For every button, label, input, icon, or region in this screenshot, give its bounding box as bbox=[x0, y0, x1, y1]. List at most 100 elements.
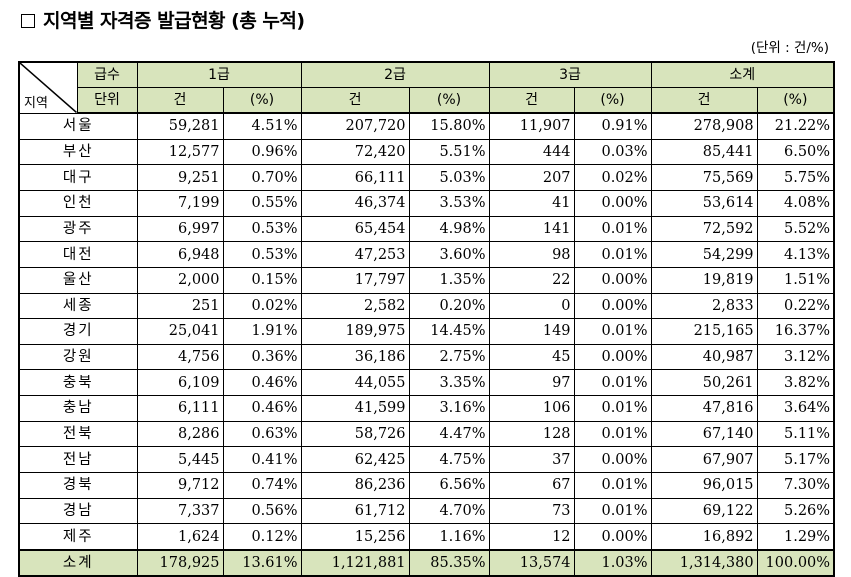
pct-cell: 0.15% bbox=[222, 266, 302, 294]
pct-cell: 3.16% bbox=[408, 395, 490, 422]
table-row: 충북 6,109 0.46% 44,055 3.35% 97 0.01% 50,261 3.82… bbox=[18, 369, 835, 397]
count-cell: 67,907 bbox=[650, 446, 758, 473]
count-cell: 207,720 bbox=[300, 112, 410, 140]
count-cell: 251 bbox=[136, 292, 224, 320]
pct-cell: 5.03% bbox=[408, 164, 490, 191]
region-name: 충남 bbox=[18, 395, 138, 422]
region-name: 세종 bbox=[18, 292, 138, 320]
pct-cell: 0.55% bbox=[222, 189, 302, 217]
count-cell: 6,111 bbox=[136, 395, 224, 422]
count-cell: 2,833 bbox=[650, 292, 758, 320]
region-name: 서울 bbox=[18, 112, 138, 140]
pct-cell: 0.00% bbox=[573, 189, 652, 217]
total-cell: 1.03% bbox=[573, 549, 652, 577]
pct-cell: 5.52% bbox=[756, 215, 835, 243]
count-cell: 189,975 bbox=[300, 318, 410, 345]
count-cell: 96,015 bbox=[650, 471, 758, 499]
pct-cell: 6.56% bbox=[408, 471, 490, 499]
count-cell: 7,199 bbox=[136, 189, 224, 217]
count-cell: 4,756 bbox=[136, 343, 224, 371]
count-cell: 73 bbox=[488, 497, 575, 525]
total-cell: 1,121,881 bbox=[300, 549, 410, 577]
pct-cell: 5.51% bbox=[408, 138, 490, 166]
pct-cell: 0.91% bbox=[573, 112, 652, 140]
pct-cell: 3.35% bbox=[408, 369, 490, 397]
table-row: 충남 6,111 0.46% 41,599 3.16% 106 0.01% 47,816 3.6… bbox=[18, 395, 835, 422]
pct-cell: 0.00% bbox=[573, 292, 652, 320]
count-header: 건 bbox=[300, 87, 410, 114]
count-cell: 72,592 bbox=[650, 215, 758, 243]
count-header: 건 bbox=[488, 87, 575, 114]
count-cell: 1,624 bbox=[136, 523, 224, 551]
table-row: 광주 6,997 0.53% 65,454 4.98% 141 0.01% 72,592 5.5… bbox=[18, 215, 835, 243]
region-name: 인천 bbox=[18, 189, 138, 217]
count-cell: 12 bbox=[488, 523, 575, 551]
count-cell: 6,109 bbox=[136, 369, 224, 397]
pct-header: (%) bbox=[573, 87, 652, 114]
pct-cell: 3.12% bbox=[756, 343, 835, 371]
table-row: 서울 59,281 4.51% 207,720 15.80% 11,907 0.91% 278… bbox=[18, 112, 835, 140]
pct-cell: 15.80% bbox=[408, 112, 490, 140]
count-cell: 2,582 bbox=[300, 292, 410, 320]
region-name: 경남 bbox=[18, 497, 138, 525]
region-name: 울산 bbox=[18, 266, 138, 294]
page-title-text: 지역별 자격증 발급현황 (총 누적) bbox=[43, 10, 305, 32]
count-cell: 67,140 bbox=[650, 420, 758, 448]
count-cell: 22 bbox=[488, 266, 575, 294]
count-cell: 9,712 bbox=[136, 471, 224, 499]
count-cell: 86,236 bbox=[300, 471, 410, 499]
count-cell: 69,122 bbox=[650, 497, 758, 525]
count-cell: 98 bbox=[488, 241, 575, 268]
grade-header-label: 급수 bbox=[76, 61, 138, 88]
pct-header: (%) bbox=[222, 87, 302, 114]
count-cell: 207 bbox=[488, 164, 575, 191]
page-title: 지역별 자격증 발급현황 (총 누적) bbox=[21, 6, 305, 33]
pct-cell: 0.74% bbox=[222, 471, 302, 499]
count-cell: 11,907 bbox=[488, 112, 575, 140]
pct-cell: 0.01% bbox=[573, 420, 652, 448]
pct-cell: 4.08% bbox=[756, 189, 835, 217]
count-cell: 85,441 bbox=[650, 138, 758, 166]
table-row: 대구 9,251 0.70% 66,111 5.03% 207 0.02% 75,569 5.7… bbox=[18, 164, 835, 191]
pct-cell: 5.26% bbox=[756, 497, 835, 525]
region-name: 경북 bbox=[18, 471, 138, 499]
count-cell: 141 bbox=[488, 215, 575, 243]
pct-cell: 0.70% bbox=[222, 164, 302, 191]
pct-cell: 0.46% bbox=[222, 395, 302, 422]
region-name: 대전 bbox=[18, 241, 138, 268]
count-cell: 2,000 bbox=[136, 266, 224, 294]
pct-cell: 3.60% bbox=[408, 241, 490, 268]
pct-cell: 0.00% bbox=[573, 343, 652, 371]
count-cell: 6,997 bbox=[136, 215, 224, 243]
table-row: 강원 4,756 0.36% 36,186 2.75% 45 0.00% 40,987 3.12… bbox=[18, 343, 835, 371]
count-cell: 5,445 bbox=[136, 446, 224, 473]
pct-cell: 0.00% bbox=[573, 446, 652, 473]
checkbox-square-icon bbox=[21, 14, 35, 28]
count-cell: 58,726 bbox=[300, 420, 410, 448]
count-cell: 40,987 bbox=[650, 343, 758, 371]
pct-cell: 0.53% bbox=[222, 215, 302, 243]
group-header-grade3: 3급 bbox=[488, 61, 652, 88]
table-row: 울산 2,000 0.15% 17,797 1.35% 22 0.00% 19,819 1.51… bbox=[18, 266, 835, 294]
pct-cell: 5.17% bbox=[756, 446, 835, 473]
pct-cell: 0.01% bbox=[573, 497, 652, 525]
pct-cell: 4.47% bbox=[408, 420, 490, 448]
issuance-table: 지역 급수 1급 2급 3급 소계 단위 건 (%) 건 (%) 건 (%) 건… bbox=[18, 61, 836, 577]
count-cell: 19,819 bbox=[650, 266, 758, 294]
pct-cell: 5.11% bbox=[756, 420, 835, 448]
diagonal-header-cell: 지역 bbox=[18, 61, 78, 114]
pct-cell: 6.50% bbox=[756, 138, 835, 166]
total-cell: 13,574 bbox=[488, 549, 575, 577]
group-header-subtotal: 소계 bbox=[650, 61, 835, 88]
pct-cell: 1.29% bbox=[756, 523, 835, 551]
table-row: 전남 5,445 0.41% 62,425 4.75% 37 0.00% 67,907 5.17… bbox=[18, 446, 835, 473]
pct-cell: 4.13% bbox=[756, 241, 835, 268]
pct-cell: 1.16% bbox=[408, 523, 490, 551]
count-cell: 215,165 bbox=[650, 318, 758, 345]
count-cell: 67 bbox=[488, 471, 575, 499]
table-row: 대전 6,948 0.53% 47,253 3.60% 98 0.01% 54,299 4.13… bbox=[18, 241, 835, 268]
count-cell: 53,614 bbox=[650, 189, 758, 217]
count-cell: 15,256 bbox=[300, 523, 410, 551]
region-header-label: 지역 bbox=[24, 95, 48, 111]
pct-cell: 0.02% bbox=[573, 164, 652, 191]
